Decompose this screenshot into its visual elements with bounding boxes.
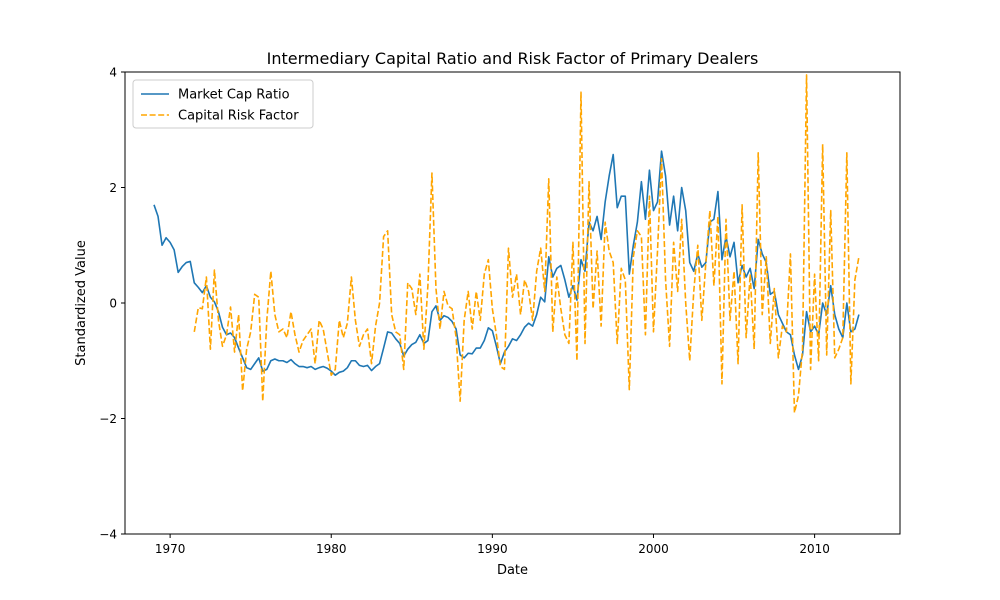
legend-label-0: Market Cap Ratio <box>178 88 290 103</box>
y-tick-label: −2 <box>99 412 117 426</box>
legend-box <box>132 79 314 129</box>
legend-label-1: Capital Risk Factor <box>178 109 299 124</box>
series-line-0 <box>153 150 860 376</box>
x-tick-label: 1970 <box>155 542 186 556</box>
y-tick-label: −4 <box>99 528 117 542</box>
y-tick-label: 2 <box>109 181 117 195</box>
plot-area: 1970 1980 1990 2000 2010 −4 −2 0 2 4 Market Cap Ra… <box>99 66 901 556</box>
series-line-1 <box>193 74 860 414</box>
chart-title: Intermediary Capital Ratio and Risk Fact… <box>267 49 759 68</box>
x-tick-label: 1990 <box>477 542 508 556</box>
x-tick-label: 1980 <box>316 542 347 556</box>
y-axis-label: Standardized Value <box>74 240 89 366</box>
y-tick-label: 4 <box>109 66 117 80</box>
x-axis-label: Date <box>497 563 528 578</box>
x-tick-label: 2000 <box>638 542 669 556</box>
x-tick-label: 2010 <box>799 542 830 556</box>
y-tick-label: 0 <box>109 297 117 311</box>
